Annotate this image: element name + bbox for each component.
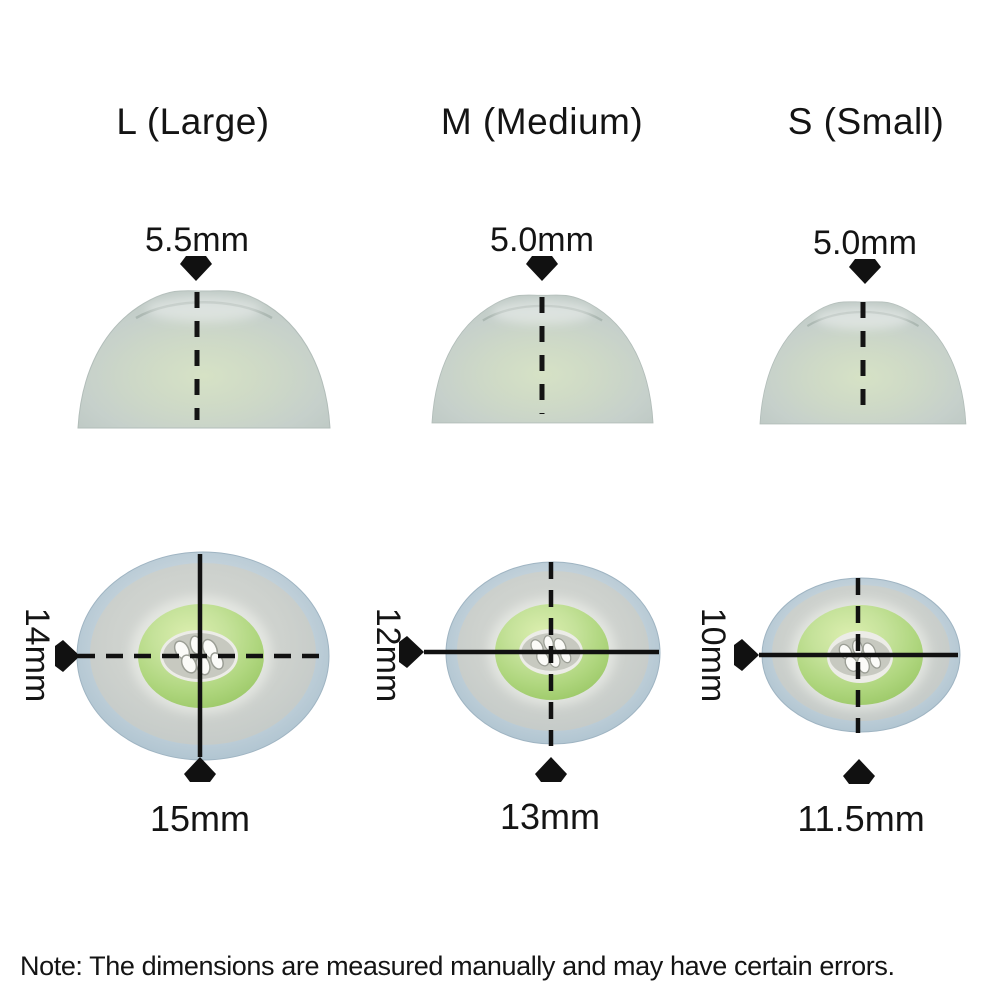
- bottom-view-small: [734, 577, 961, 784]
- disclaimer-note: Note: The dimensions are measured manual…: [20, 951, 895, 981]
- top-diameter-label-small: 5.0mm: [813, 224, 917, 262]
- arrow-up-icon: [184, 757, 216, 782]
- column-header-large: L (Large): [116, 101, 270, 142]
- side-view-medium: [432, 256, 653, 423]
- side-diameter-label-large: 14mm: [18, 607, 56, 703]
- arrow-down-icon: [526, 256, 558, 281]
- arrow-up-icon: [535, 757, 567, 782]
- arrow-up-icon: [843, 759, 875, 784]
- side-diameter-label-small: 10mm: [694, 607, 732, 703]
- column-header-small: S (Small): [787, 101, 945, 142]
- top-diameter-label-large: 5.5mm: [145, 221, 249, 259]
- top-diameter-label-medium: 5.0mm: [490, 221, 594, 259]
- bottom-view-large: [55, 551, 330, 782]
- bottom-diameter-label-small: 11.5mm: [797, 798, 925, 839]
- arrow-down-icon: [849, 259, 881, 284]
- column-header-medium: M (Medium): [440, 101, 644, 142]
- arrow-right-icon: [55, 640, 80, 672]
- arrow-right-icon: [734, 639, 759, 671]
- arrow-down-icon: [180, 256, 212, 281]
- bottom-view-medium: [399, 561, 661, 782]
- side-view-small: [760, 259, 966, 424]
- side-diameter-label-medium: 12mm: [369, 607, 407, 703]
- bottom-diameter-label-medium: 13mm: [499, 796, 601, 837]
- bottom-diameter-label-large: 15mm: [149, 798, 251, 839]
- side-view-large: [78, 256, 330, 428]
